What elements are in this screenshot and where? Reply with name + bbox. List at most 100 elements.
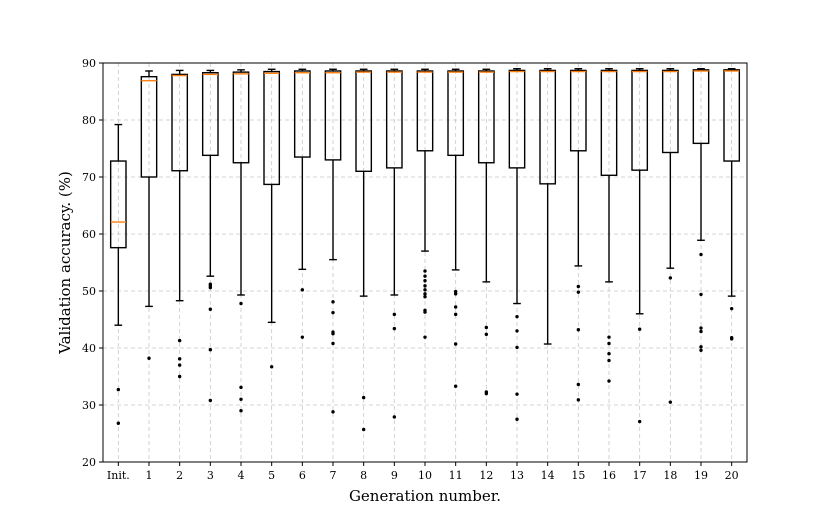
box-group [263,68,281,369]
outlier-point [208,285,213,290]
outlier-point [392,312,397,317]
y-tick-label: 90 [82,57,96,70]
outlier-point [331,341,335,346]
box-group [600,67,618,383]
box-iqr [539,69,557,185]
outlier-point [361,395,366,400]
outlier-point [515,329,519,333]
outlier-point [208,398,213,403]
outlier-point [607,379,611,383]
outlier-point [423,269,427,273]
x-tick-label: 5 [268,469,275,482]
outlier-point [484,325,489,330]
outlier-point [453,292,458,296]
x-tick-label: 17 [633,469,647,482]
box-group [569,67,587,402]
box-iqr [723,69,741,162]
outlier-point [239,385,243,390]
outlier-point [423,295,427,299]
outlier-point [239,301,243,306]
box-group [692,67,710,352]
x-tick-label: 8 [360,469,367,482]
outlier-point [423,288,427,292]
box-iqr [263,70,281,186]
x-tick-label: 1 [146,469,153,482]
outlier-point [729,306,734,311]
outlier-point [239,397,243,401]
box-iqr [661,69,679,154]
x-tick-label: 10 [418,469,432,482]
grid-layer [103,62,747,463]
x-tick-label: 20 [725,469,739,482]
outlier-point [576,328,581,332]
box-iqr [569,69,587,152]
outlier-point [116,387,121,392]
y-tick-label: 50 [82,285,96,298]
outlier-point [668,400,673,404]
outlier-point [699,326,703,330]
x-tick-label: 18 [663,469,677,482]
x-tick-label: 12 [479,469,493,482]
outlier-point [177,363,182,367]
box-group [385,68,403,419]
outlier-point [208,307,213,311]
outlier-point [423,284,427,288]
box-group [355,68,373,432]
outlier-point [576,284,581,289]
box-iqr [109,160,127,249]
outlier-point [269,365,274,369]
x-tick-label: 7 [330,469,337,482]
box-iqr [631,69,649,171]
outlier-point [331,332,335,336]
outlier-point [361,427,366,432]
x-tick-label: 9 [391,469,398,482]
box-group [109,123,127,425]
x-axis-label: Generation number. [349,487,501,505]
outlier-point [300,335,305,339]
x-tick-label: 3 [207,469,214,482]
box-group [140,70,158,360]
outlier-point [423,292,427,296]
outlier-point [392,326,397,331]
outlier-point [699,348,703,352]
outlier-point [576,382,581,387]
box-iqr [508,69,526,169]
outlier-point [484,391,489,396]
box-group [723,67,741,341]
y-tick-label: 30 [82,399,96,412]
y-tick-label: 80 [82,114,96,127]
outlier-point [453,384,458,388]
outlier-point [515,392,519,396]
x-tick-label: 2 [176,469,183,482]
outlier-point [423,335,427,339]
box-group [631,67,649,424]
outlier-point [515,345,519,350]
outlier-point [637,419,642,424]
box-iqr [293,70,311,158]
outlier-point [423,279,427,283]
x-tick-label: 13 [510,469,524,482]
x-tick-label: 15 [571,469,585,482]
box-group [477,68,495,396]
outlier-point [208,348,213,352]
outlier-point [116,421,121,425]
box-group [508,67,526,421]
y-axis-label: Validation accuracy. (%) [56,171,74,355]
outlier-point [699,329,703,334]
outlier-point [331,410,335,414]
outlier-point [423,310,427,314]
outlier-point [453,305,458,309]
box-group [232,69,250,413]
box-group [661,67,679,404]
x-tick-label: 4 [238,469,245,482]
outlier-point [607,335,611,339]
box-iqr [140,75,158,178]
x-tick-label: 11 [449,469,463,482]
box-group [447,68,465,388]
y-tick-label: 60 [82,228,96,241]
box-group [324,68,342,414]
box-iqr [447,70,465,157]
outlier-point [331,310,335,315]
y-tick-label: 70 [82,171,96,184]
